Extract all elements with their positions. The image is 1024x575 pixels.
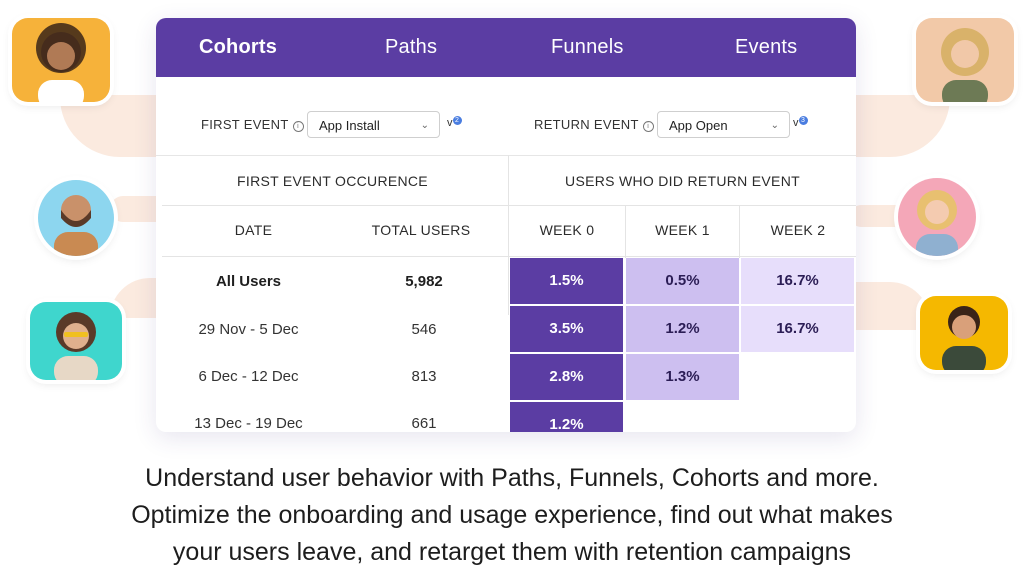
- chevron-down-icon: ⌄: [770, 120, 779, 131]
- divider: [625, 206, 626, 258]
- table-row-date: 29 Nov - 5 Dec: [198, 321, 299, 338]
- connector-ribbon: [60, 95, 170, 157]
- info-icon: i: [642, 121, 654, 132]
- user-avatar: [920, 296, 1008, 370]
- return-event-select[interactable]: App Open ⌄: [657, 111, 790, 138]
- user-avatar: [898, 178, 976, 256]
- connector-ribbon: [850, 95, 950, 157]
- version-badge: 2: [452, 116, 462, 125]
- table-row-total: 5,982: [405, 273, 443, 290]
- user-avatar: [916, 18, 1014, 102]
- user-avatar: [12, 18, 110, 102]
- caption-line: Optimize the onboarding and usage experi…: [131, 501, 893, 529]
- column-header-date: DATE: [234, 222, 273, 238]
- retention-cell[interactable]: 1.3%: [626, 354, 739, 400]
- version-badge: 3: [798, 116, 808, 125]
- return-event-label: RETURN EVENT i: [534, 117, 654, 132]
- divider: [162, 256, 856, 257]
- chevron-down-icon: ⌄: [420, 120, 429, 131]
- user-avatar: [30, 302, 122, 380]
- table-row-total: 813: [411, 368, 437, 385]
- user-avatar: [38, 180, 114, 256]
- first-event-label: FIRST EVENT i: [201, 117, 304, 132]
- divider: [162, 205, 856, 206]
- column-header-total-users: TOTAL USERS: [371, 222, 471, 238]
- tab-cohorts[interactable]: Cohorts: [199, 36, 278, 58]
- divider: [739, 206, 740, 258]
- tab-paths[interactable]: Paths: [385, 36, 438, 58]
- tab-funnels[interactable]: Funnels: [551, 36, 624, 58]
- cohort-card: Cohorts Paths Funnels Events FIRST EVENT…: [156, 18, 856, 432]
- group-header-first-event: FIRST EVENT OCCURENCE: [237, 173, 428, 189]
- retention-cell[interactable]: 1.2%: [510, 402, 623, 432]
- group-header-return-event: USERS WHO DID RETURN EVENT: [565, 173, 800, 189]
- tab-bar: Cohorts Paths Funnels Events: [156, 18, 856, 77]
- retention-cell[interactable]: 16.7%: [741, 306, 854, 352]
- connector-ribbon: [850, 282, 930, 330]
- column-header-week-1: WEEK 1: [655, 222, 710, 238]
- first-event-select[interactable]: App Install ⌄: [307, 111, 440, 138]
- caption-line: your users leave, and retarget them with…: [172, 538, 852, 566]
- marketing-caption: Understand user behavior with Paths, Fun…: [0, 460, 1024, 571]
- caption-line: Understand user behavior with Paths, Fun…: [145, 464, 879, 492]
- retention-cell[interactable]: 16.7%: [741, 258, 854, 304]
- retention-cell[interactable]: 2.8%: [510, 354, 623, 400]
- table-row-date: All Users: [215, 273, 282, 290]
- tab-events[interactable]: Events: [735, 36, 798, 58]
- retention-cell[interactable]: 1.2%: [626, 306, 739, 352]
- column-header-week-0: WEEK 0: [539, 222, 595, 238]
- table-row-date: 13 Dec - 19 Dec: [194, 415, 303, 432]
- table-row-total: 661: [411, 415, 437, 432]
- table-row-date: 6 Dec - 12 Dec: [198, 368, 299, 385]
- column-header-week-2: WEEK 2: [770, 222, 826, 238]
- info-icon: i: [292, 121, 304, 132]
- retention-cell[interactable]: 1.5%: [510, 258, 623, 304]
- retention-cell[interactable]: 3.5%: [510, 306, 623, 352]
- divider: [508, 155, 509, 315]
- table-row-total: 546: [411, 321, 437, 338]
- retention-cell[interactable]: 0.5%: [626, 258, 739, 304]
